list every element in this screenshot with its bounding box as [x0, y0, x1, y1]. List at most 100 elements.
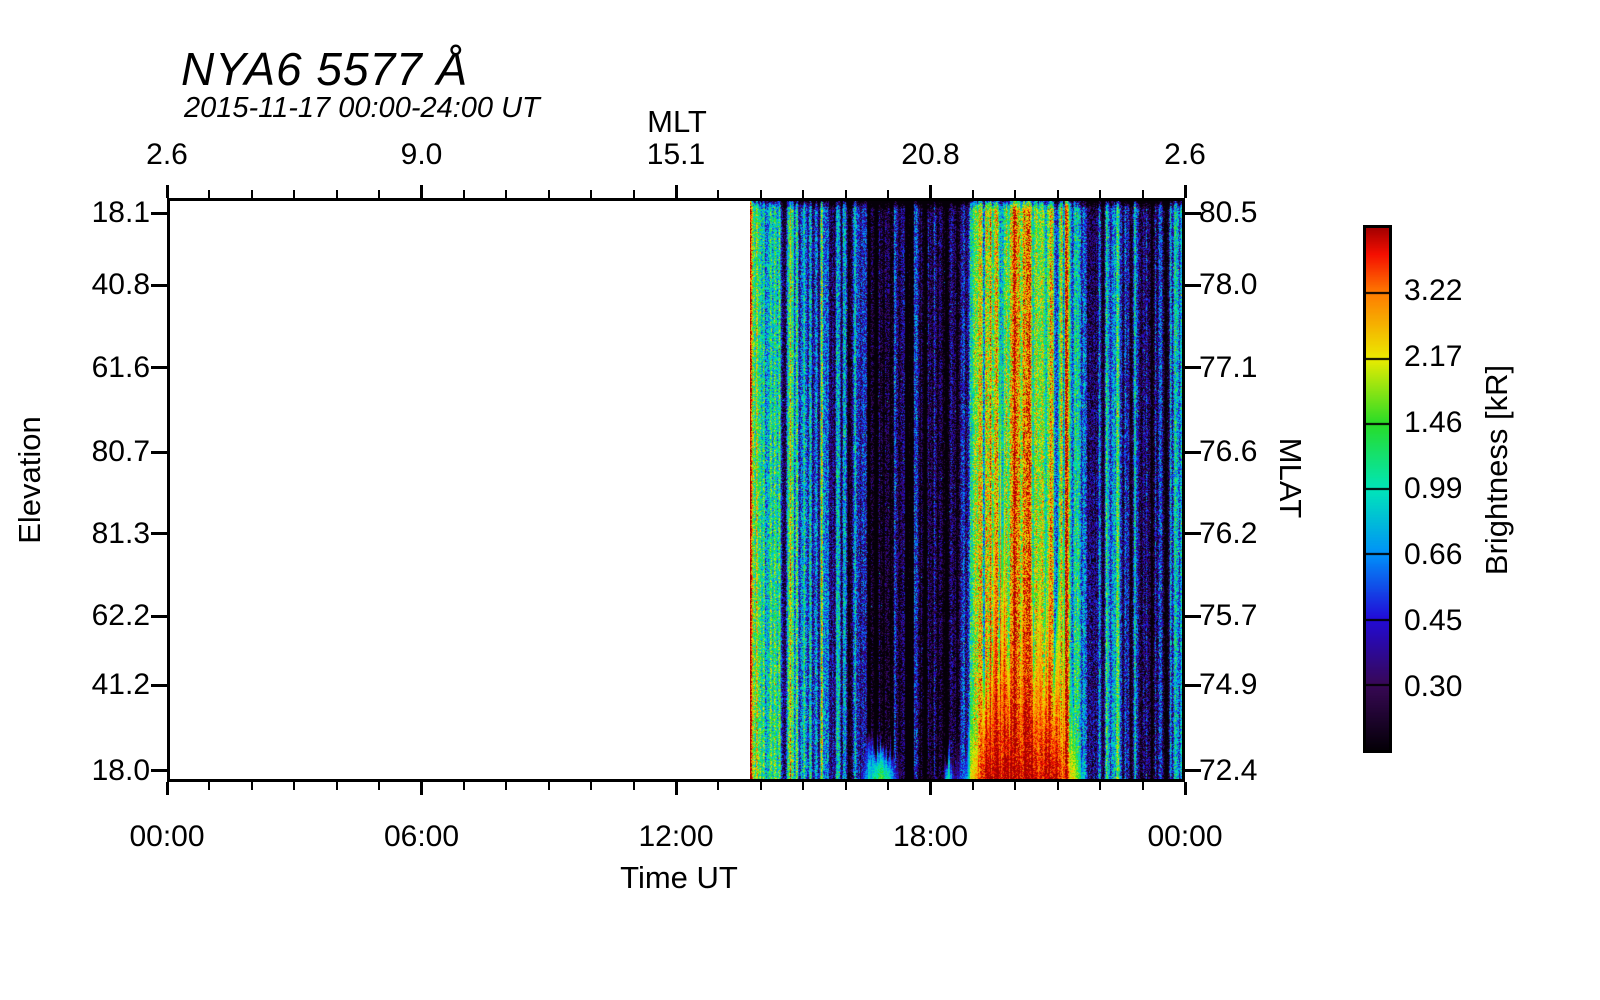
- bottom-axis-tick-label: 06:00: [383, 820, 460, 853]
- right-axis-tick: [1185, 532, 1201, 536]
- bottom-axis-tick: [1183, 782, 1187, 795]
- right-axis-tick: [1185, 683, 1201, 687]
- right-axis-tick: [1185, 283, 1201, 287]
- bottom-axis-tick: [929, 782, 932, 795]
- top-axis-tick-label: 2.6: [1164, 138, 1206, 171]
- colorbar-tick-label: 0.99: [1404, 472, 1463, 505]
- colorbar-tick-label: 1.46: [1404, 406, 1463, 439]
- left-axis-tick: [151, 614, 167, 618]
- bottom-axis-tick: [378, 782, 381, 790]
- right-axis-tick-label: 77.1: [1199, 350, 1258, 384]
- top-axis-tick: [674, 185, 678, 198]
- right-axis-tick-label: 76.2: [1199, 516, 1258, 550]
- left-axis-tick-label: 18.1: [91, 196, 150, 230]
- bottom-axis-title: Time UT: [620, 860, 738, 895]
- bottom-axis-tick: [293, 782, 296, 790]
- top-axis-tick: [929, 185, 932, 198]
- colorbar: [1363, 225, 1392, 753]
- top-axis-tick: [887, 190, 890, 198]
- bottom-axis-tick-label: 00:00: [129, 820, 205, 853]
- plot-area: [167, 198, 1185, 782]
- left-axis-tick-label: 62.2: [91, 599, 150, 633]
- bottom-axis-tick: [208, 782, 211, 790]
- right-axis-tick: [1185, 450, 1201, 454]
- colorbar-tick-label: 2.17: [1404, 340, 1463, 373]
- colorbar-gradient: [1366, 228, 1389, 750]
- left-axis-tick: [151, 532, 167, 536]
- top-axis-tick: [165, 185, 169, 198]
- right-axis-tick: [1185, 366, 1201, 370]
- right-axis-tick-label: 80.5: [1199, 196, 1258, 230]
- left-axis-tick: [151, 450, 167, 454]
- left-axis-tick-label: 61.6: [91, 350, 150, 384]
- top-axis-tick: [293, 190, 296, 198]
- bottom-axis-tick: [505, 782, 508, 790]
- right-axis-tick-label: 75.7: [1199, 599, 1258, 633]
- left-axis-tick: [151, 211, 167, 215]
- top-axis-tick: [547, 190, 550, 198]
- right-axis-tick: [1185, 769, 1201, 773]
- colorbar-tick-label: 3.22: [1404, 274, 1463, 307]
- bottom-axis-tick: [802, 782, 805, 790]
- top-axis-tick: [717, 190, 720, 198]
- bottom-axis-tick: [674, 782, 678, 795]
- top-axis-tick: [759, 190, 762, 198]
- left-axis-tick-label: 41.2: [91, 668, 150, 702]
- top-axis-tick-label: 20.8: [901, 138, 960, 171]
- top-axis-tick: [632, 190, 635, 198]
- top-axis-tick: [335, 190, 338, 198]
- top-axis-tick-label: 2.6: [146, 138, 188, 171]
- top-axis-title: MLT: [647, 104, 707, 139]
- bottom-axis-tick: [547, 782, 550, 790]
- left-axis-tick-label: 81.3: [91, 516, 150, 550]
- right-axis-tick-label: 72.4: [1199, 753, 1258, 787]
- top-axis-tick: [1141, 190, 1144, 198]
- keogram-heatmap: [750, 201, 1182, 779]
- bottom-axis-tick: [1099, 782, 1102, 790]
- right-axis-tick: [1185, 211, 1201, 215]
- bottom-axis-tick: [971, 782, 974, 790]
- right-axis-tick-label: 76.6: [1199, 435, 1258, 469]
- bottom-axis-tick-label: 18:00: [892, 820, 969, 853]
- top-axis-tick: [1183, 185, 1187, 198]
- top-axis-tick: [802, 190, 805, 198]
- bottom-axis-tick: [462, 782, 465, 790]
- bottom-axis-tick-label: 12:00: [638, 820, 714, 853]
- colorbar-tick-label: 0.45: [1404, 604, 1463, 637]
- colorbar-tick-label: 0.30: [1404, 670, 1463, 703]
- bottom-axis-tick: [335, 782, 338, 790]
- left-axis-tick-label: 40.8: [91, 268, 150, 302]
- right-axis-tick-label: 78.0: [1199, 268, 1258, 302]
- right-axis-title: MLAT: [1273, 437, 1308, 519]
- top-axis-tick-label: 9.0: [400, 138, 443, 171]
- top-axis-tick: [971, 190, 974, 198]
- top-axis-tick: [462, 190, 465, 198]
- top-axis-tick: [1099, 190, 1102, 198]
- bottom-axis-tick: [1141, 782, 1144, 790]
- top-axis-tick: [844, 190, 847, 198]
- page-title: NYA6 5577 Å: [181, 43, 469, 95]
- bottom-axis-tick: [632, 782, 635, 790]
- colorbar-title: Brightness [kR]: [1479, 364, 1514, 576]
- bottom-axis-tick: [887, 782, 890, 790]
- top-axis-tick: [590, 190, 593, 198]
- top-axis-tick: [420, 185, 423, 198]
- bottom-axis-tick: [717, 782, 720, 790]
- left-axis-tick: [151, 366, 167, 370]
- left-axis-tick-label: 18.0: [91, 753, 150, 787]
- bottom-axis-tick: [759, 782, 762, 790]
- right-axis-tick-label: 74.9: [1199, 668, 1258, 702]
- colorbar-tick-label: 0.66: [1404, 538, 1463, 571]
- bottom-axis-tick: [590, 782, 593, 790]
- bottom-axis-tick: [420, 782, 423, 795]
- top-axis-tick: [1056, 190, 1059, 198]
- plot-subtitle: 2015-11-17 00:00-24:00 UT: [184, 92, 540, 124]
- top-axis-tick: [250, 190, 253, 198]
- bottom-axis-tick: [165, 782, 169, 795]
- top-axis-tick: [378, 190, 381, 198]
- bottom-axis-tick: [844, 782, 847, 790]
- top-axis-tick: [1014, 190, 1017, 198]
- top-axis-tick: [208, 190, 211, 198]
- top-axis-tick-label: 15.1: [646, 138, 706, 171]
